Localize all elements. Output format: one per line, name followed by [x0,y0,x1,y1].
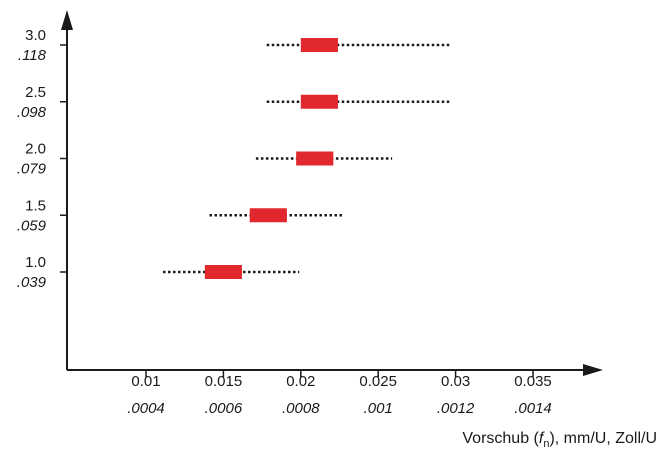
y-tick-label: 1.0 [25,254,46,271]
y-tick-label: 1.5 [25,197,46,214]
x-axis-title-suffix: ), mm/U, Zoll/U [549,430,657,447]
y-tick-label-alt: .059 [17,217,47,234]
y-tick-label: 3.0 [25,27,46,44]
recommended-feed-bar [300,38,338,52]
y-tick-label-alt: .039 [17,274,47,291]
x-axis-arrow [583,364,603,376]
y-tick-label: 2.5 [25,84,46,101]
x-tick-label: 0.035 [514,373,552,390]
x-tick-label: 0.01 [131,373,160,390]
recommended-feed-bar [249,208,287,223]
x-tick-label-alt: .0006 [205,400,243,417]
x-tick-label: 0.03 [441,373,470,390]
y-tick-label: 2.0 [25,141,46,158]
y-axis-arrow [61,10,73,30]
x-tick-label: 0.015 [205,373,243,390]
x-axis-title: Vorschub (fn), mm/U, Zoll/U [462,430,657,450]
x-tick-label: 0.025 [359,373,397,390]
x-axis-title-subscript: n [543,438,550,451]
recommended-feed-bar [300,94,338,109]
y-tick-label-alt: .118 [18,47,47,64]
x-axis-title-prefix: Vorschub ( [462,430,539,447]
x-tick-label-alt: .001 [364,400,393,417]
recommended-feed-bar [296,151,334,166]
recommended-feed-bar [204,265,242,279]
x-tick-label-alt: .0014 [514,400,552,417]
y-tick-label-alt: .098 [17,104,47,121]
x-axis-title-symbol: f [538,430,544,447]
x-tick-label-alt: .0012 [437,400,475,417]
y-tick-label-alt: .079 [17,161,47,178]
x-tick-label-alt: .0008 [282,400,320,417]
x-tick-label-alt: .0004 [127,400,165,417]
x-tick-label: 0.02 [286,373,315,390]
